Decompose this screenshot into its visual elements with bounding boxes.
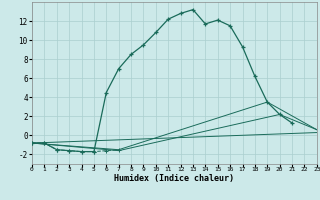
X-axis label: Humidex (Indice chaleur): Humidex (Indice chaleur) [115, 174, 234, 183]
